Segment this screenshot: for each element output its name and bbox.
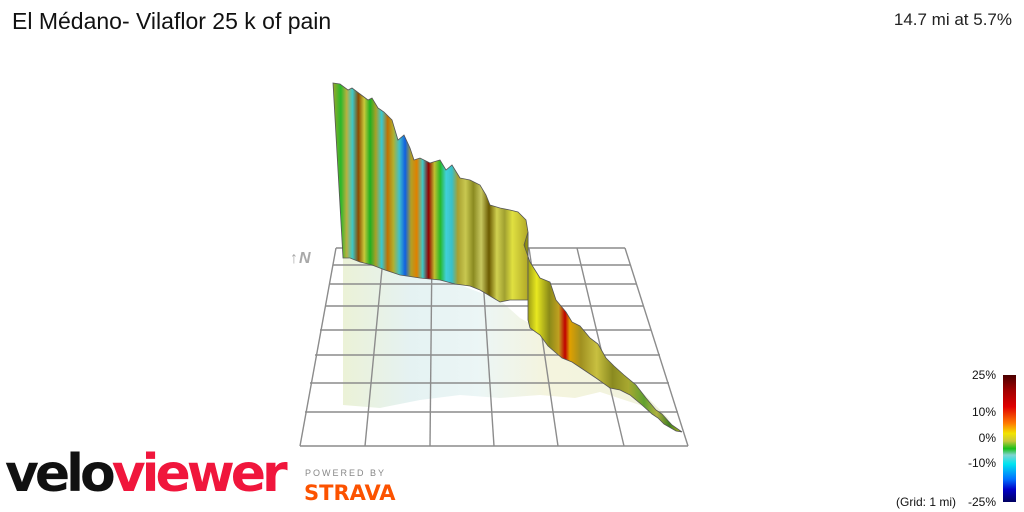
elevation-wall-upper (332, 82, 529, 303)
legend-label-10: 10% (971, 405, 996, 419)
north-indicator: ↑N (290, 250, 312, 267)
logo-velo: velo (5, 444, 116, 504)
profile-shadow (343, 258, 682, 432)
powered-by-label: POWERED BY (305, 468, 387, 478)
route-summary: 14.7 mi at 5.7% (893, 10, 1012, 29)
elevation-wall-lower (523, 231, 683, 433)
grid-scale-note: (Grid: 1 mi) (896, 495, 956, 509)
legend-label-25: 25% (971, 368, 996, 382)
gradient-legend-bar (1003, 375, 1016, 502)
legend-label-0: 0% (978, 431, 996, 445)
legend-label-minus-25: -25% (967, 495, 996, 509)
title: El Médano- Vilaflor 25 k of pain (12, 8, 332, 34)
logo-viewer: viewer (111, 444, 288, 504)
legend-label-minus-10: -10% (967, 456, 996, 470)
strava-logo[interactable]: STRAVA (304, 481, 396, 505)
veloviewer-logo[interactable]: veloviewer (5, 448, 288, 500)
